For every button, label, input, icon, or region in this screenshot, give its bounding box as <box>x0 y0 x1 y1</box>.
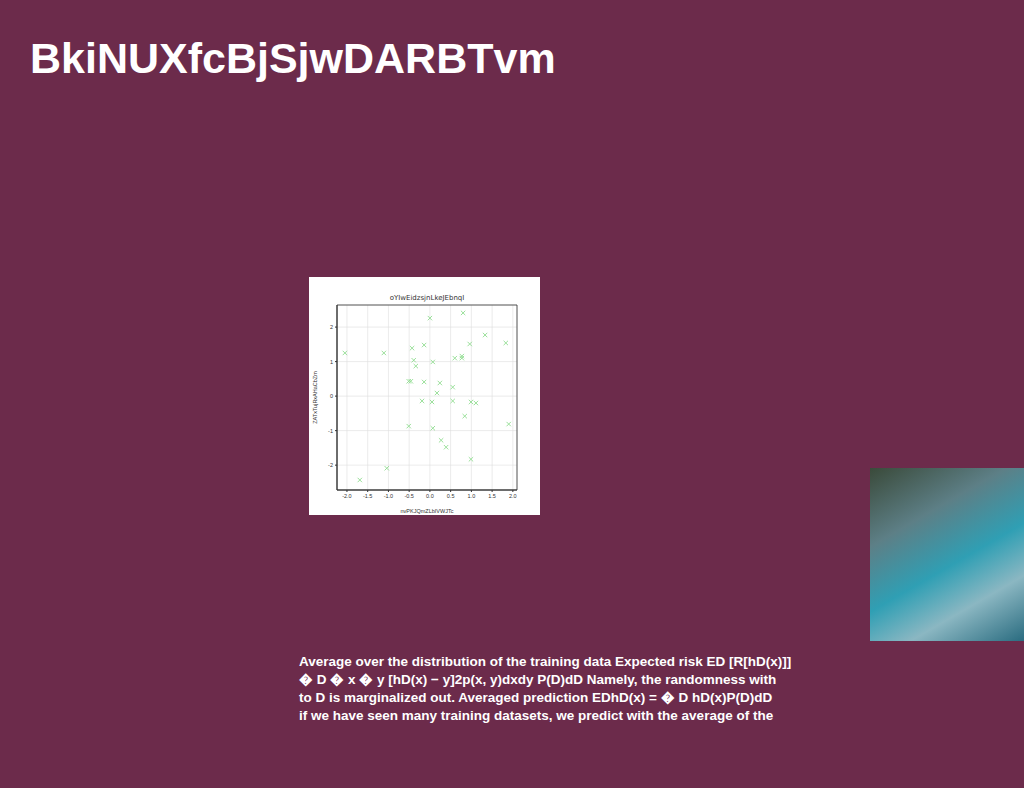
svg-text:-1.5: -1.5 <box>363 493 372 499</box>
svg-text:2: 2 <box>330 324 333 330</box>
html-text:if we have seen many training: if we have seen many training datasets, … <box>299 708 774 723</box>
html-text:� D � x � y [hD(x) − y]2p(x, y: � D � x � y [hD(x) − y]2p(x, y)dxdy P(D)… <box>299 672 777 687</box>
svg-text:2.0: 2.0 <box>509 493 517 499</box>
svg-text:-0.5: -0.5 <box>404 493 413 499</box>
svg-text:-2.0: -2.0 <box>342 493 351 499</box>
svg-text:1.0: 1.0 <box>468 493 476 499</box>
svg-text:1.5: 1.5 <box>488 493 496 499</box>
svg-text:0: 0 <box>330 393 333 399</box>
html-text:BkiNUXfcBjSjwDARBTvm: BkiNUXfcBjSjwDARBTvm <box>30 34 556 82</box>
svg-text:nvPKJQmZLbIVWJTc: nvPKJQmZLbIVWJTc <box>401 508 454 514</box>
svg-text:ZATxTujRxAHaCbZm: ZATxTujRxAHaCbZm <box>312 371 318 424</box>
svg-text:-1: -1 <box>328 428 333 434</box>
svg-text:1: 1 <box>330 359 333 365</box>
html-text:oYIwEidzsjnLkeJEbnqI: oYIwEidzsjnLkeJEbnqI <box>389 294 465 302</box>
svg-text:0.5: 0.5 <box>447 493 455 499</box>
html-text:to D is marginalized out. Aver: to D is marginalized out. Averaged predi… <box>299 690 773 705</box>
svg-text:-2: -2 <box>328 462 333 468</box>
html-text:Average over the distribution: Average over the distribution of the tra… <box>299 654 792 669</box>
svg-text:-1.0: -1.0 <box>384 493 393 499</box>
svg-text:0.0: 0.0 <box>426 493 434 499</box>
